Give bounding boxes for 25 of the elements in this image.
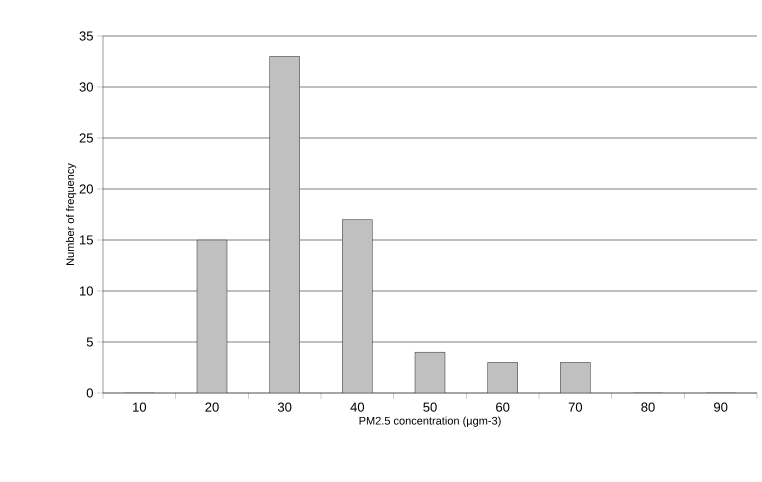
- x-tick-label: 20: [205, 402, 219, 412]
- bar: [414, 352, 446, 393]
- x-tick-label: 50: [423, 402, 437, 412]
- y-tick-label: 0: [86, 388, 93, 398]
- x-tick-label: 70: [568, 402, 582, 412]
- y-tick-label: 5: [86, 337, 93, 347]
- y-tick-label: 10: [80, 286, 93, 296]
- y-tick-label: 15: [80, 235, 93, 245]
- y-tick-label: 25: [80, 133, 93, 143]
- bar: [269, 56, 300, 393]
- bar: [196, 240, 228, 393]
- x-tick-label: 60: [496, 402, 510, 412]
- y-tick-label: 30: [80, 82, 93, 92]
- y-tick-label: 35: [80, 31, 93, 41]
- bar: [342, 219, 373, 393]
- y-axis-title: Number of frequency: [66, 163, 76, 265]
- x-tick-label: 10: [133, 402, 146, 412]
- x-tick-label: 30: [278, 402, 292, 412]
- x-tick-label: 40: [350, 402, 364, 412]
- x-tick-label: 80: [641, 402, 655, 412]
- bar: [487, 362, 518, 393]
- x-tick-label: 90: [714, 402, 728, 412]
- x-axis-title: PM2.5 concentration (µgm-3): [360, 416, 501, 427]
- bar: [560, 362, 591, 393]
- y-tick-label: 20: [80, 184, 93, 194]
